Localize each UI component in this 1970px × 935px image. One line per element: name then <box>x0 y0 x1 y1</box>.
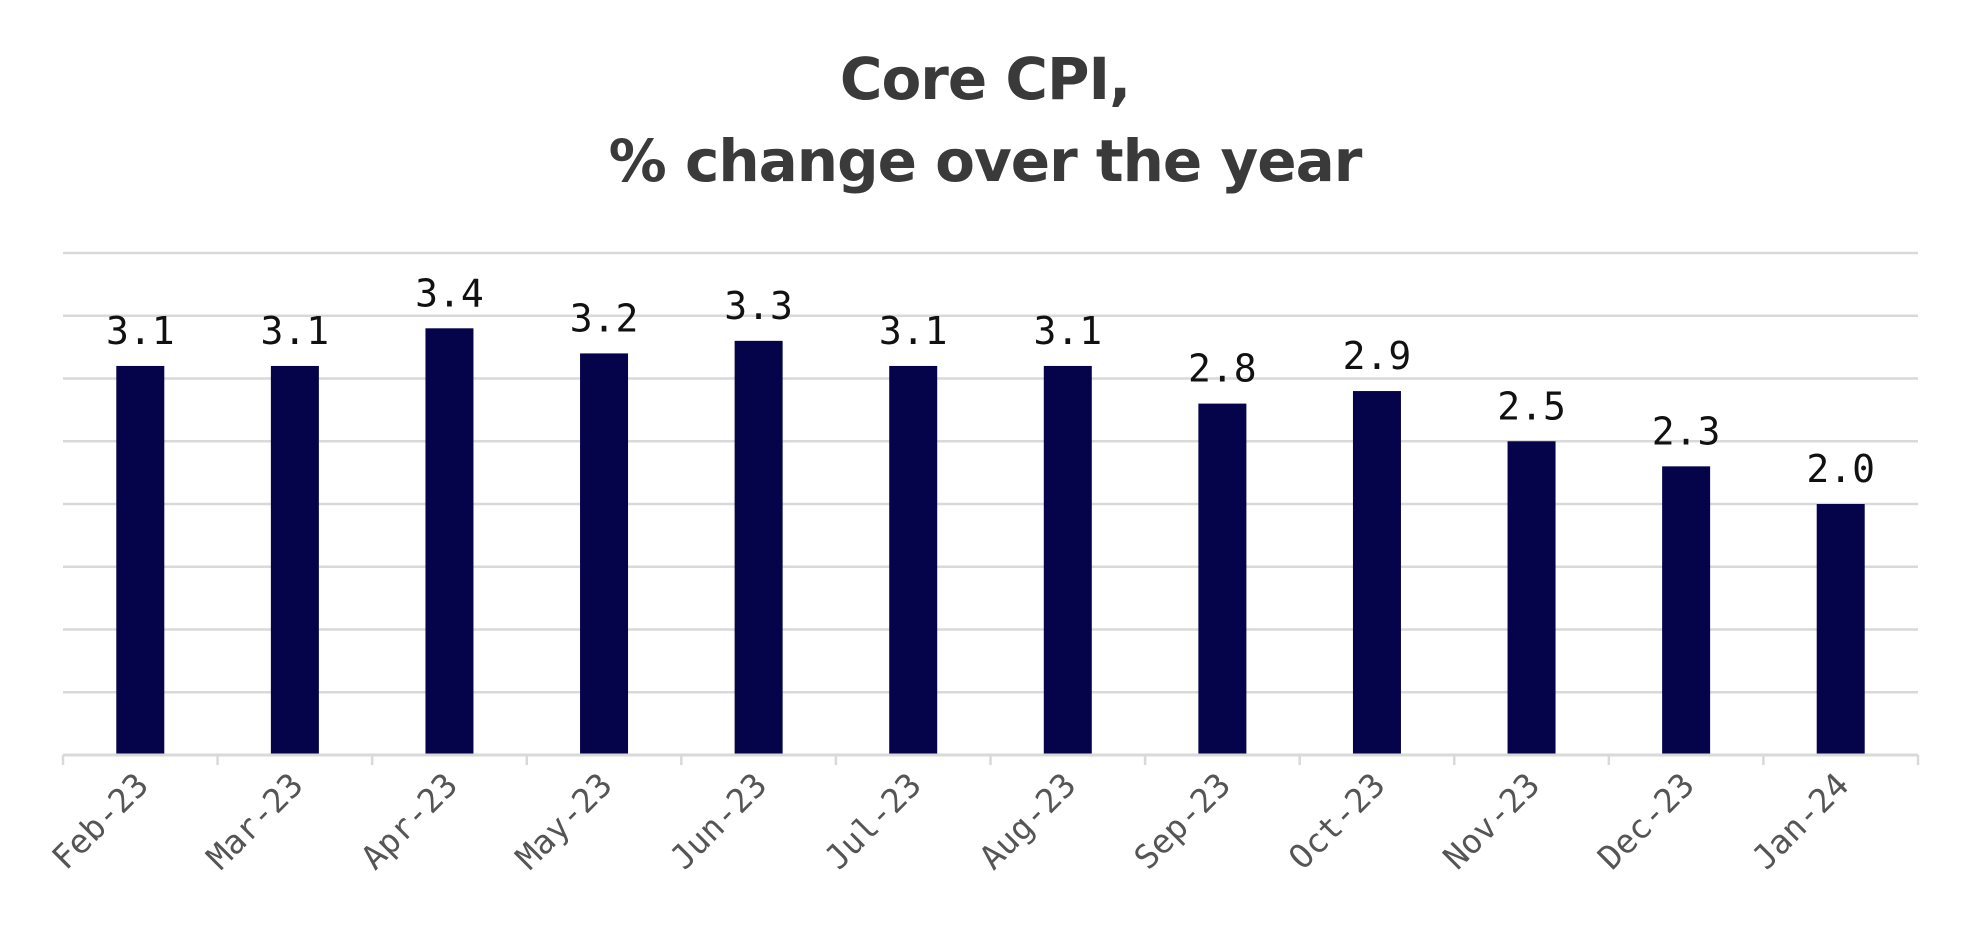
data-label: 2.9 <box>1343 334 1412 378</box>
x-tick-label: Feb-23 <box>44 765 156 877</box>
bar-nov-23 <box>1507 441 1556 755</box>
x-tick-label: Nov-23 <box>1435 765 1547 877</box>
bar-apr-23 <box>425 328 474 755</box>
data-label: 3.1 <box>106 309 175 353</box>
data-label: 2.3 <box>1652 409 1721 453</box>
x-tick-label: Jun-23 <box>662 765 774 877</box>
x-tick-label: May-23 <box>508 765 620 877</box>
data-labels: 3.1 3.1 3.4 3.2 3.3 3.1 3.1 2.8 2.9 2.5 2.3 2.0 <box>106 271 1875 491</box>
bar-mar-23 <box>270 365 319 755</box>
bar-jan-24 <box>1816 504 1865 755</box>
x-tick-label: Aug-23 <box>972 765 1084 877</box>
x-tick-label: Sep-23 <box>1126 765 1238 877</box>
bar-jul-23 <box>889 365 938 755</box>
bar-dec-23 <box>1662 466 1711 755</box>
data-label: 3.1 <box>879 309 948 353</box>
bar-jun-23 <box>734 340 783 755</box>
x-tick-labels: Feb-23 Mar-23 Apr-23 May-23 Jun-23 Jul-23 Aug-… <box>44 765 1856 877</box>
bar-oct-23 <box>1352 391 1401 755</box>
data-label: 2.8 <box>1188 347 1257 391</box>
bars <box>116 328 1865 755</box>
data-label: 3.3 <box>724 284 793 328</box>
chart-title: Core CPI, % change over the year <box>0 38 1970 202</box>
x-tick-label: Apr-23 <box>353 765 465 877</box>
data-label: 3.1 <box>261 309 330 353</box>
x-tick-label: Dec-23 <box>1590 765 1702 877</box>
x-tick-label: Jul-23 <box>817 765 929 877</box>
chart-title-line-1: Core CPI, <box>839 45 1131 113</box>
x-tick-label: Oct-23 <box>1281 765 1393 877</box>
data-label: 2.0 <box>1806 447 1875 491</box>
data-label: 3.4 <box>415 271 484 315</box>
data-label: 3.1 <box>1033 309 1102 353</box>
bar-may-23 <box>580 353 629 755</box>
x-tick-label: Mar-23 <box>199 765 311 877</box>
x-axis <box>61 753 1920 765</box>
bar-aug-23 <box>1043 365 1092 755</box>
gridlines <box>63 251 1918 694</box>
chart-title-line-2: % change over the year <box>608 127 1363 195</box>
data-label: 2.5 <box>1497 384 1566 428</box>
bar-feb-23 <box>116 365 165 755</box>
data-label: 3.2 <box>570 296 639 340</box>
bar-sep-23 <box>1198 403 1247 755</box>
x-tick-label: Jan-24 <box>1744 765 1856 877</box>
